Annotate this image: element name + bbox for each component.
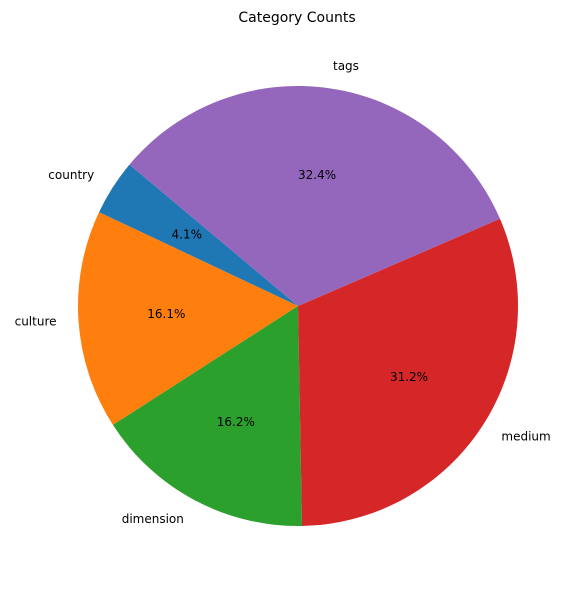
pie-slices <box>78 86 518 526</box>
slice-label-dimension: dimension <box>122 512 184 526</box>
pct-label-country: 4.1% <box>172 227 203 241</box>
slice-label-tags: tags <box>333 59 359 73</box>
slice-label-culture: culture <box>15 314 57 328</box>
pct-label-culture: 16.1% <box>147 307 185 321</box>
pct-label-medium: 31.2% <box>390 370 428 384</box>
pct-label-tags: 32.4% <box>298 168 336 182</box>
pct-label-dimension: 16.2% <box>217 415 255 429</box>
chart-title: Category Counts <box>238 10 355 26</box>
slice-label-country: country <box>48 168 94 182</box>
slice-label-medium: medium <box>501 430 550 444</box>
